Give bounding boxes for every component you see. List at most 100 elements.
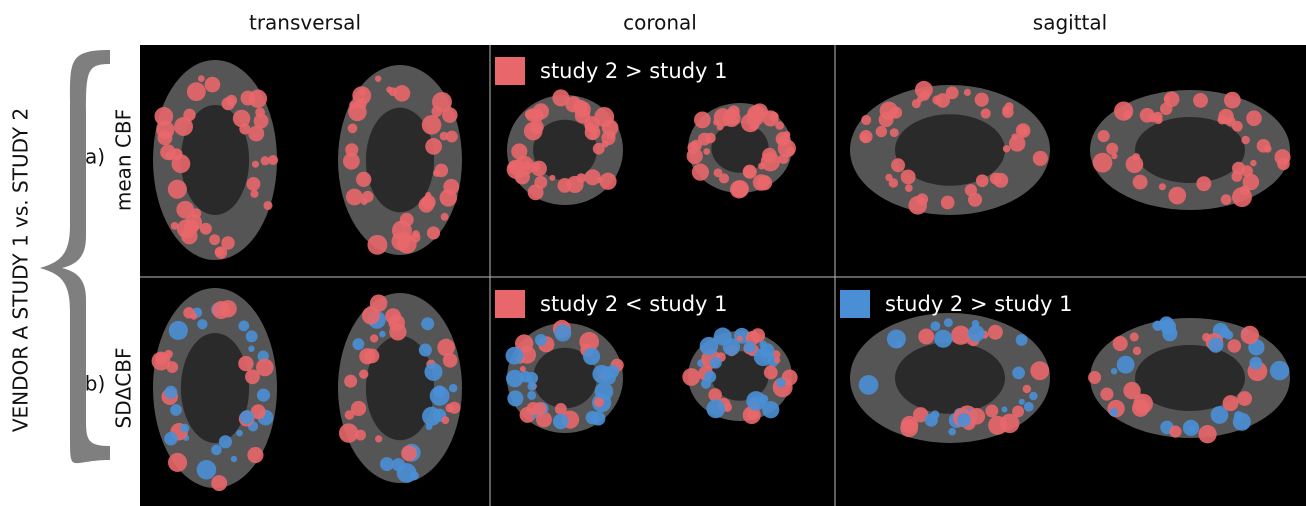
blob: [861, 115, 872, 126]
blob: [238, 320, 250, 332]
blob: [425, 138, 442, 155]
blob: [164, 431, 178, 446]
row-label: a): [85, 145, 105, 169]
blob: [1131, 399, 1150, 417]
blob: [154, 107, 174, 126]
blob: [1030, 361, 1050, 381]
blob: [762, 401, 780, 419]
blob: [445, 130, 458, 143]
blob: [749, 120, 759, 131]
blob: [1242, 173, 1260, 191]
blob: [519, 365, 526, 372]
blob: [697, 132, 711, 146]
blob: [379, 330, 386, 338]
blob: [1132, 174, 1148, 190]
blob: [421, 317, 435, 331]
blob: [756, 175, 773, 191]
brain-inner: [180, 105, 250, 215]
blob: [987, 324, 1003, 340]
blob: [1008, 135, 1026, 152]
blob: [230, 455, 238, 463]
blob: [338, 423, 359, 443]
blob: [379, 457, 394, 472]
blob: [777, 135, 788, 146]
blob: [1123, 111, 1132, 120]
blob: [421, 194, 436, 210]
blob: [440, 212, 449, 221]
blob: [940, 195, 955, 210]
blob: [448, 383, 458, 393]
blob: [247, 446, 264, 464]
blob: [442, 107, 458, 123]
blob: [1092, 152, 1113, 173]
blob: [1001, 406, 1008, 413]
blob: [888, 178, 899, 188]
blob: [211, 444, 222, 456]
blob: [1196, 176, 1212, 192]
blob: [186, 82, 206, 102]
blob: [1012, 366, 1025, 380]
blob: [554, 324, 572, 342]
blob: [875, 125, 888, 138]
blob: [174, 117, 194, 136]
blob: [183, 307, 195, 319]
blob: [248, 345, 255, 352]
blob: [168, 320, 188, 341]
blob: [268, 155, 279, 166]
blob: [221, 236, 235, 250]
blob: [718, 173, 730, 184]
brain-inner: [533, 347, 597, 409]
brain-inner: [1135, 117, 1245, 183]
blob: [999, 413, 1020, 434]
blob: [1250, 159, 1257, 167]
blob: [1168, 186, 1187, 205]
blob: [1109, 407, 1119, 417]
blob: [250, 189, 259, 198]
blob: [911, 99, 921, 109]
blob: [584, 124, 601, 141]
blob: [256, 358, 274, 377]
blob: [421, 115, 442, 135]
blob: [1227, 339, 1242, 353]
blob: [176, 200, 195, 219]
blob: [171, 154, 191, 174]
blob: [204, 76, 221, 93]
blob: [214, 247, 224, 257]
blob: [964, 183, 978, 197]
blob: [393, 85, 411, 102]
blob: [1012, 405, 1025, 418]
row-measure: mean CBF: [112, 109, 136, 211]
blob: [708, 388, 722, 402]
blob: [349, 100, 358, 110]
blob: [1132, 153, 1141, 161]
column-header: transversal: [249, 11, 361, 35]
blob: [246, 177, 261, 191]
blob: [706, 399, 726, 419]
blob: [431, 105, 443, 117]
blob: [1100, 387, 1114, 401]
blob: [860, 133, 869, 143]
blob: [1231, 170, 1243, 182]
blob: [534, 334, 547, 346]
blob: [359, 369, 369, 379]
blob: [361, 306, 380, 325]
blob: [1023, 401, 1034, 412]
blob: [1249, 356, 1263, 370]
blob: [260, 156, 270, 166]
blob: [768, 111, 779, 122]
blob: [694, 111, 711, 129]
blob: [1210, 406, 1229, 424]
column-header: sagittal: [1033, 11, 1107, 35]
row-measure: SDΔCBF: [112, 348, 136, 429]
legend-swatch: [495, 57, 525, 85]
blob: [1022, 384, 1032, 394]
brain-inner: [895, 342, 1005, 414]
blob: [758, 162, 766, 170]
blob: [1208, 337, 1224, 353]
blob: [396, 463, 417, 483]
blob: [1112, 336, 1128, 352]
blob: [375, 435, 383, 443]
brain-images: [151, 60, 1291, 492]
blob: [344, 410, 355, 420]
blob: [904, 184, 913, 193]
